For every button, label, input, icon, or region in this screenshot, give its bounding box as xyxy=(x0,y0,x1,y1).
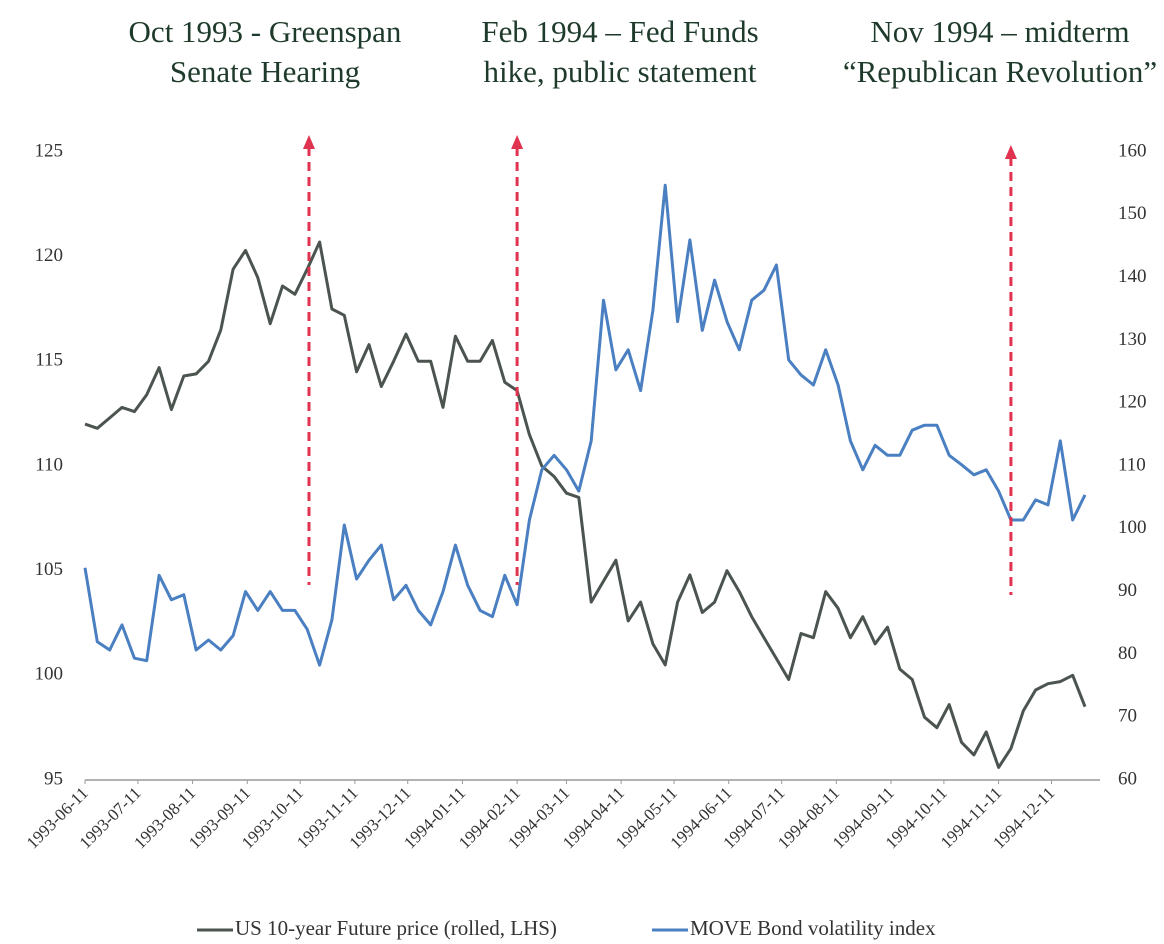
y-tick-label: 125 xyxy=(35,140,64,161)
y2-tick-label: 60 xyxy=(1118,768,1137,789)
y2-tick-label: 120 xyxy=(1118,392,1147,413)
arrow-head xyxy=(302,135,315,149)
arrow-head xyxy=(511,135,524,149)
y2-tick-label: 80 xyxy=(1118,643,1137,664)
y-tick-label: 95 xyxy=(44,768,63,789)
y-tick-label: 100 xyxy=(35,664,64,685)
y-tick-label: 110 xyxy=(35,454,63,475)
y2-tick-label: 90 xyxy=(1118,580,1137,601)
y-tick-label: 115 xyxy=(35,350,63,371)
annotation-arrow xyxy=(511,135,524,585)
y2-tick-label: 130 xyxy=(1118,329,1147,350)
annotation-arrow xyxy=(302,135,315,585)
series-line xyxy=(84,240,1087,769)
y2-tick-label: 110 xyxy=(1118,454,1146,475)
annotation-text: Nov 1994 – midterm xyxy=(870,14,1129,49)
series-line xyxy=(83,183,1087,667)
y2-tick-label: 100 xyxy=(1118,517,1147,538)
annotation-text: Senate Hearing xyxy=(170,54,360,89)
annotation-text: hike, public statement xyxy=(484,54,757,89)
y2-tick-label: 160 xyxy=(1118,140,1147,161)
y2-tick-label: 150 xyxy=(1118,203,1147,224)
annotation-text: Feb 1994 – Fed Funds xyxy=(481,14,758,49)
annotation-text: “Republican Revolution” xyxy=(843,54,1157,89)
annotation-text: Oct 1993 - Greenspan xyxy=(129,14,402,49)
annotation-arrow xyxy=(1004,145,1017,595)
y2-tick-label: 70 xyxy=(1118,706,1137,727)
y2-tick-label: 140 xyxy=(1118,266,1147,287)
arrow-head xyxy=(1004,145,1017,159)
legend-label: MOVE Bond volatility index xyxy=(690,916,936,940)
legend-label: US 10-year Future price (rolled, LHS) xyxy=(235,916,557,940)
y-tick-label: 105 xyxy=(35,559,64,580)
y-tick-label: 120 xyxy=(35,245,64,266)
